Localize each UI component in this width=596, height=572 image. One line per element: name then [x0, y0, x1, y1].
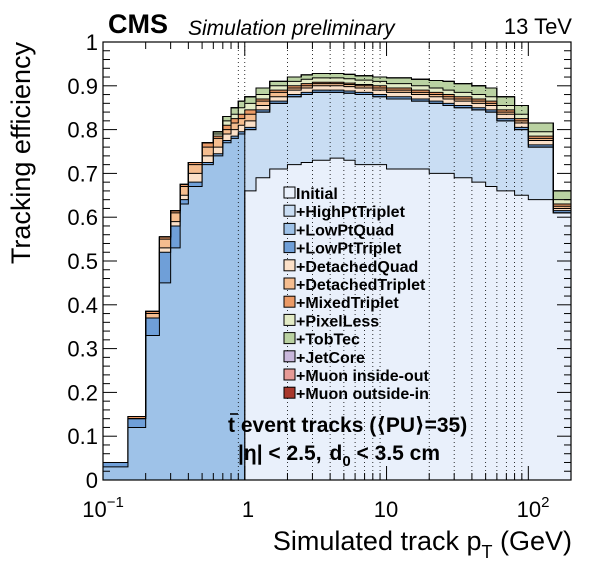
legend-label-tobtec: +TobTec: [296, 332, 360, 349]
simulation-preliminary-label: Simulation preliminary: [188, 17, 396, 40]
series-outline-detachedtriplet: [103, 83, 571, 463]
legend-swatch-muon-inside-out: [283, 368, 296, 381]
y-tick-label: 0: [86, 468, 98, 493]
legend-swatch-muon-outside-in: [283, 386, 296, 399]
legend-label-pixelless: +PixelLess: [296, 313, 379, 330]
selection-annotation: |η| < 2.5, d0 < 3.5 cm: [238, 442, 440, 470]
legend-label-jetcore: +JetCore: [296, 350, 365, 367]
legend-swatch-jetcore: [283, 350, 296, 363]
x-tick-label-1: 1: [242, 497, 254, 522]
legend-swatch-highpttriplet: [283, 204, 296, 217]
y-tick-label: 0.5: [67, 249, 98, 274]
legend-swatch-lowptquad: [283, 222, 296, 235]
x-tick-label-0.1: 10−1: [82, 494, 124, 522]
x-tick-label-100: 102: [517, 494, 550, 522]
legend-swatch-tobtec: [283, 332, 296, 345]
legend: Initial+HighPtTriplet+LowPtQuad +LowPtTri…: [283, 186, 430, 403]
legend-label-mixedtriplet: +MixedTriplet: [296, 295, 399, 312]
legend-swatch-initial: [283, 186, 296, 199]
axis-ticks: [102, 41, 572, 481]
legend-label-muon-inside-out: +Muon inside-out: [296, 368, 430, 385]
y-tick-label: 0.2: [67, 380, 98, 405]
legend-label-lowptquad: +LowPtQuad: [296, 222, 394, 239]
legend-label-muon-outside-in: +Muon outside-in: [296, 386, 429, 403]
legend-label-lowpttriplet: +LowPtTriplet: [296, 241, 402, 258]
legend-label-highpttriplet: +HighPtTriplet: [296, 204, 406, 221]
legend-swatch-detachedtriplet: [283, 277, 296, 290]
event-tracks-annotation: t event tracks (⟨PU⟩=35): [228, 414, 467, 437]
y-tick-label: 1: [86, 30, 98, 55]
y-tick-label: 0.3: [67, 337, 98, 362]
y-tick-labels: 0 0.1 0.2 0.3 0.4 0.5 0.6 0.7 0.8 0.9 1: [67, 30, 98, 493]
legend-label-detachedtriplet: +DetachedTriplet: [296, 277, 426, 294]
legend-swatch-lowpttriplet: [283, 241, 296, 254]
y-tick-label: 0.8: [67, 118, 98, 143]
cms-label: CMS: [108, 9, 168, 39]
x-tick-label-10: 10: [374, 497, 398, 522]
y-tick-label: 0.1: [67, 424, 98, 449]
legend-label-detachedquad: +DetachedQuad: [296, 259, 418, 276]
legend-label-initial: Initial: [296, 186, 338, 203]
legend-swatch-pixelless: [283, 313, 296, 326]
y-tick-label: 0.7: [67, 161, 98, 186]
legend-swatch-detachedquad: [283, 259, 296, 272]
x-axis-title: Simulated track pT (GeV): [273, 526, 572, 562]
stacked-histogram-fills: [103, 73, 571, 481]
series-outline-mixedtriplet: [103, 81, 571, 463]
y-tick-label: 0.9: [67, 74, 98, 99]
series-outline-lowpttriplet: [103, 89, 571, 463]
y-tick-label: 0.4: [67, 293, 98, 318]
y-tick-label: 0.6: [67, 205, 98, 230]
y-axis-title: Tracking efficiency: [6, 42, 36, 265]
energy-label: 13 TeV: [504, 14, 572, 39]
series-outline-detachedquad: [103, 85, 571, 463]
legend-swatch-mixedtriplet: [283, 295, 296, 308]
